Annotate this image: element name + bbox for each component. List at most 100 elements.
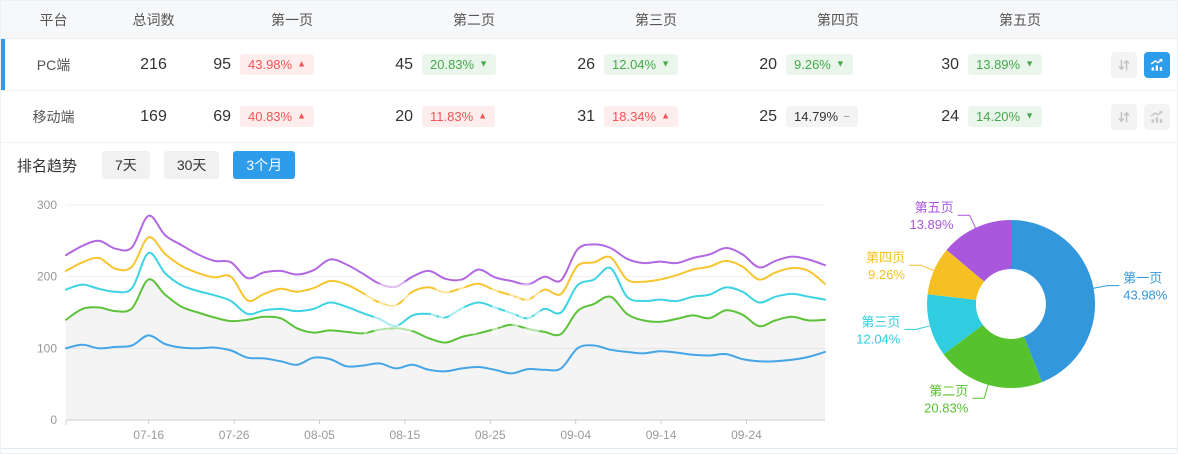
- change-percent: 18.34%: [612, 109, 657, 124]
- page3-cell: 26 12.04% ▼: [565, 54, 747, 75]
- page-count: 24: [941, 107, 959, 125]
- sort-button[interactable]: [1111, 51, 1137, 78]
- trend-title: 排名趋势: [17, 157, 78, 175]
- donut-label-percent: 13.89%: [909, 217, 954, 232]
- range-tab-7天[interactable]: 7天: [102, 151, 150, 179]
- page-count: 45: [395, 55, 413, 73]
- donut-label-name: 第四页: [866, 250, 905, 265]
- flat-arrow-icon: −: [843, 109, 851, 123]
- col-header-page3: 第三页: [635, 11, 677, 28]
- page-count: 26: [577, 55, 595, 73]
- show-trend-button[interactable]: [1144, 103, 1170, 130]
- col-header-page2: 第二页: [453, 11, 495, 28]
- page-count: 31: [577, 107, 595, 125]
- change-badge: 14.79% −: [786, 106, 859, 127]
- y-tick-label: 300: [37, 198, 57, 212]
- watermark-text: 爱站网: [360, 278, 552, 341]
- table-row-移动端[interactable]: 移动端 169 69 40.83% ▲ 20 11.83% ▲ 31 18.34% ▲ 25 14.79…: [1, 91, 1177, 143]
- donut-slice-第一页[interactable]: [1011, 219, 1096, 383]
- range-tabs: 7天 30天 3个月: [102, 151, 309, 179]
- change-percent: 13.89%: [976, 57, 1021, 72]
- x-tick-label: 08-05: [304, 428, 335, 442]
- platform-label: 移动端: [32, 108, 75, 125]
- change-badge: 18.34% ▲: [604, 106, 679, 127]
- page1-cell: 69 40.83% ▲: [201, 106, 383, 127]
- x-tick-label: 09-24: [731, 428, 762, 442]
- sort-button[interactable]: [1111, 103, 1137, 130]
- y-tick-label: 0: [50, 413, 57, 427]
- sort-arrows-icon: [1118, 58, 1130, 71]
- page3-cell: 31 18.34% ▲: [565, 106, 747, 127]
- page4-cell: 25 14.79% −: [747, 106, 929, 127]
- change-percent: 11.83%: [430, 109, 474, 124]
- change-badge: 43.98% ▲: [240, 54, 315, 75]
- table-row-PC端[interactable]: PC端 216 95 43.98% ▲ 45 20.83% ▼ 26 12.04% ▼ 20 9.26%…: [1, 39, 1177, 91]
- donut-label-percent: 9.26%: [868, 267, 905, 282]
- range-tab-3个月[interactable]: 3个月: [233, 151, 296, 179]
- trend-line-series5[interactable]: [65, 214, 826, 289]
- donut-slice-第三页[interactable]: [927, 294, 983, 355]
- rank-table: PC端 216 95 43.98% ▲ 45 20.83% ▼ 26 12.04% ▼ 20 9.26%…: [1, 39, 1177, 143]
- change-badge: 40.83% ▲: [240, 106, 315, 127]
- col-header-page4: 第四页: [817, 11, 859, 28]
- page-count: 69: [213, 107, 231, 125]
- trend-line-series4[interactable]: [65, 236, 826, 307]
- trend-chart-icon: [1150, 110, 1163, 123]
- page-count: 20: [759, 55, 777, 73]
- page5-cell: 30 13.89% ▼: [929, 54, 1111, 75]
- trend-line-series1[interactable]: [65, 334, 826, 375]
- label-line: [972, 384, 989, 399]
- col-header-platform: 平台: [39, 11, 68, 28]
- down-arrow-icon: ▼: [479, 58, 489, 69]
- change-percent: 43.98%: [248, 57, 293, 72]
- change-percent: 40.83%: [248, 109, 293, 124]
- page-count: 30: [941, 55, 959, 73]
- page-share-donut-chart[interactable]: 第一页 43.98% 第二页 20.83% 第三页 12.04% 第四页 9.26% 第五页 13…: [846, 187, 1178, 454]
- change-percent: 12.04%: [612, 57, 657, 72]
- charts-area: 0 100 200 300 07-16 07-26 08-05 08-15 08-25 09-04…: [1, 187, 1178, 454]
- row-actions: [1111, 51, 1177, 78]
- rank-trend-line-chart[interactable]: 0 100 200 300 07-16 07-26 08-05 08-15 08-25 09-04…: [1, 187, 849, 454]
- change-badge: 9.26% ▼: [786, 54, 853, 75]
- change-percent: 14.79%: [794, 109, 839, 124]
- trend-line-series2[interactable]: [65, 278, 826, 344]
- bottom-divider: [1, 448, 1177, 449]
- trend-chart-icon: [1150, 58, 1163, 71]
- trend-toolbar: 排名趋势 7天 30天 3个月: [1, 143, 1177, 187]
- col-header-page1: 第一页: [271, 11, 313, 28]
- donut-label-name: 第五页: [915, 200, 954, 215]
- x-tick-label: 07-26: [219, 428, 250, 442]
- x-tick-label: 08-15: [390, 428, 421, 442]
- sort-arrows-icon: [1118, 110, 1130, 123]
- change-badge: 13.89% ▼: [968, 54, 1043, 75]
- page-count: 20: [395, 107, 413, 125]
- up-arrow-icon: ▲: [297, 58, 307, 69]
- page-count: 25: [759, 107, 777, 125]
- donut-slice-第二页[interactable]: [943, 324, 1042, 389]
- show-trend-button[interactable]: [1144, 51, 1170, 78]
- platform-label: PC端: [36, 56, 71, 73]
- page2-cell: 45 20.83% ▼: [383, 54, 565, 75]
- trend-line-series3[interactable]: [65, 251, 826, 328]
- total-words-value: 216: [140, 55, 167, 73]
- up-arrow-icon: ▲: [297, 110, 307, 121]
- up-arrow-icon: ▲: [478, 110, 488, 121]
- y-tick-label: 100: [37, 341, 57, 355]
- down-arrow-icon: ▼: [835, 58, 845, 69]
- y-tick-label: 200: [37, 270, 57, 284]
- change-percent: 14.20%: [976, 109, 1021, 124]
- total-words-value: 169: [140, 107, 167, 125]
- page2-cell: 20 11.83% ▲: [383, 106, 565, 127]
- range-tab-30天[interactable]: 30天: [163, 151, 220, 179]
- area-fill: [66, 279, 825, 420]
- page4-cell: 20 9.26% ▼: [747, 54, 929, 75]
- change-badge: 12.04% ▼: [604, 54, 679, 75]
- donut-label-name: 第三页: [861, 314, 900, 329]
- donut-slice-第四页[interactable]: [927, 250, 985, 300]
- donut-label-name: 第一页: [1123, 271, 1162, 286]
- label-line: [909, 264, 935, 272]
- donut-label-name: 第二页: [929, 383, 968, 398]
- label-line: [1093, 285, 1120, 289]
- donut-slice-第五页[interactable]: [946, 219, 1011, 282]
